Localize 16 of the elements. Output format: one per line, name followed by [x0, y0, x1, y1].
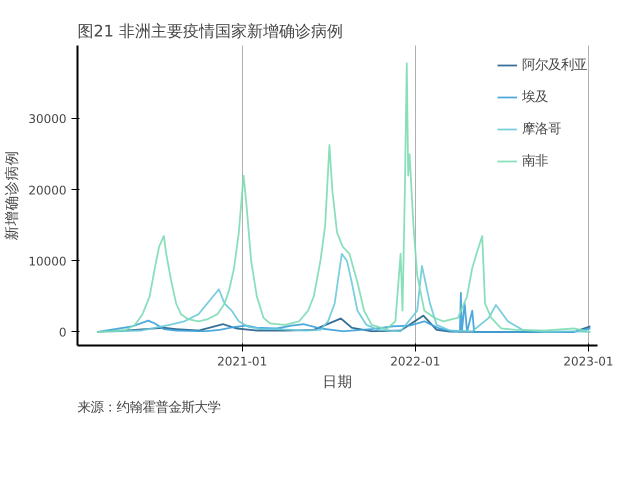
legend-label: 摩洛哥 — [522, 120, 561, 138]
source-note: 来源：约翰霍普金斯大学 — [78, 400, 220, 416]
y-tick-label: 30000 — [28, 112, 67, 126]
legend-label: 阿尔及利亚 — [522, 57, 587, 74]
legend-label: 南非 — [522, 153, 548, 170]
y-tick-label: 0 — [58, 325, 67, 340]
y-axis-title: 新增确诊病例 — [3, 150, 20, 240]
legend-label: 埃及 — [522, 89, 548, 106]
y-tick-label: 10000 — [28, 254, 67, 268]
y-tick-label: 20000 — [28, 183, 67, 198]
chart-title: 图21 非洲主要疫情国家新增确诊病例 — [78, 22, 343, 40]
x-tick-label: 2023-01 — [563, 354, 614, 368]
x-axis-title: 日期 — [322, 374, 352, 390]
x-tick-label: 2021-01 — [217, 354, 268, 368]
line-series — [96, 292, 592, 333]
x-tick-label: 2022-01 — [390, 354, 440, 368]
